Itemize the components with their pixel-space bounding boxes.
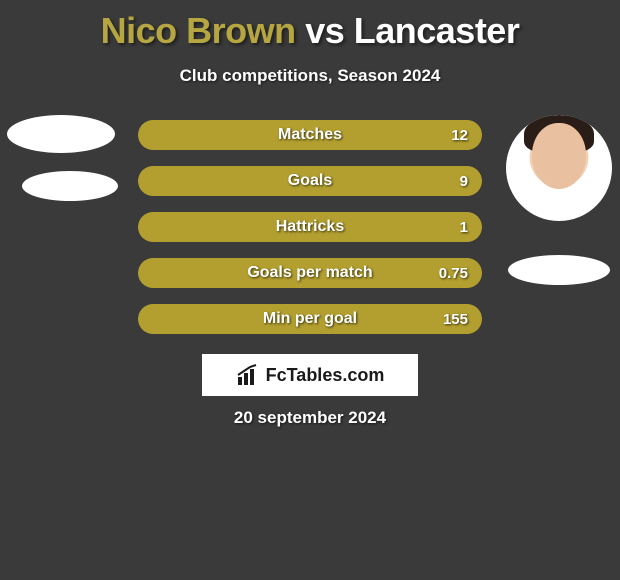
player1-side [6, 115, 116, 201]
stat-value-p2: 155 [443, 304, 468, 334]
stat-label: Goals [138, 166, 482, 196]
stat-value-p2: 12 [451, 120, 468, 150]
brand-box[interactable]: FcTables.com [202, 354, 418, 396]
player2-flag-placeholder [508, 255, 610, 285]
stat-bar-goals: Goals 9 [138, 166, 482, 196]
brand-text: FcTables.com [266, 365, 385, 386]
stat-bar-matches: Matches 12 [138, 120, 482, 150]
stats-bars: Matches 12 Goals 9 Hattricks 1 Goals per… [138, 120, 482, 334]
stat-value-p2: 1 [460, 212, 468, 242]
vs-text: vs [305, 10, 344, 51]
stat-value-p2: 0.75 [439, 258, 468, 288]
avatar-face [532, 123, 586, 189]
stat-label: Min per goal [138, 304, 482, 334]
stat-value-p2: 9 [460, 166, 468, 196]
player2-avatar [506, 115, 612, 221]
player1-avatar-placeholder [7, 115, 115, 153]
player2-side [504, 115, 614, 285]
subtitle: Club competitions, Season 2024 [0, 66, 620, 86]
brand-chart-icon [236, 363, 260, 387]
player2-name: Lancaster [354, 10, 520, 51]
stat-bar-hattricks: Hattricks 1 [138, 212, 482, 242]
date-text: 20 september 2024 [0, 408, 620, 428]
stat-label: Hattricks [138, 212, 482, 242]
comparison-title: Nico Brown vs Lancaster [0, 0, 620, 52]
player1-name: Nico Brown [101, 10, 296, 51]
stat-bar-gpm: Goals per match 0.75 [138, 258, 482, 288]
stat-label: Matches [138, 120, 482, 150]
player1-flag-placeholder [22, 171, 118, 201]
stat-bar-mpg: Min per goal 155 [138, 304, 482, 334]
stat-label: Goals per match [138, 258, 482, 288]
